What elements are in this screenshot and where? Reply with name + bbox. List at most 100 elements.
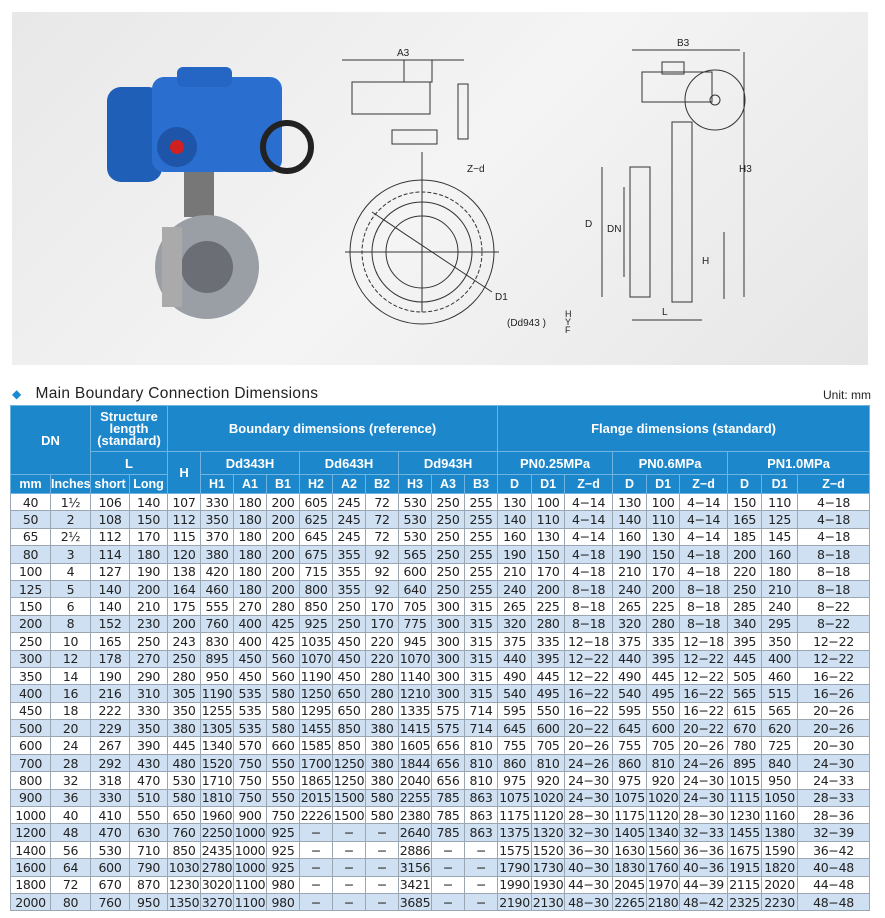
table-cell: 20−22: [679, 719, 729, 738]
table-cell: 1255: [200, 701, 235, 721]
table-cell: 170: [365, 597, 400, 616]
table-cell: 1335: [398, 701, 433, 721]
table-cell: 1810: [200, 788, 235, 808]
table-cell: 350: [10, 666, 51, 686]
table-cell: 750: [233, 753, 268, 773]
table-cell: 170: [128, 527, 169, 547]
table-cell: −: [464, 858, 499, 877]
table-cell: 64: [50, 858, 91, 877]
table-cell: 20: [50, 719, 91, 738]
table-cell: 12−18: [564, 632, 614, 651]
table-cell: 1070: [299, 649, 334, 668]
table-cell: 138: [167, 562, 202, 581]
table-cell: 125: [761, 510, 799, 529]
column-header: D: [727, 474, 763, 494]
column-header: H2: [299, 474, 334, 494]
table-cell: 850: [299, 597, 334, 616]
table-cell: 200: [266, 545, 301, 564]
column-header: Inches: [50, 474, 91, 494]
table-cell: 750: [233, 788, 268, 808]
table-cell: 863: [464, 823, 499, 842]
table-cell: 863: [464, 788, 499, 808]
table-cell: 20−26: [797, 719, 870, 738]
table-cell: 1865: [299, 771, 334, 790]
column-header: A3: [431, 474, 466, 494]
table-cell: 24: [50, 736, 91, 755]
table-cell: 400: [233, 614, 268, 634]
table-cell: 1380: [761, 823, 799, 842]
table-cell: 210: [761, 579, 799, 599]
table-cell: 310: [128, 684, 169, 703]
table-row: 1600 64 600 790 1030 2780 1000 925− − −3156− −1790…: [10, 858, 870, 877]
table-cell: 92: [365, 562, 400, 581]
table-cell: 178: [90, 649, 130, 668]
table-cell: 790: [128, 858, 169, 877]
table-cell: 725: [761, 736, 799, 755]
table-cell: 355: [332, 545, 367, 564]
column-header: B1: [266, 474, 301, 494]
table-row: 1000 40 410 550 650 1960 900 750 2226 1500 580 2380…: [10, 806, 870, 825]
table-cell: 670: [727, 719, 763, 738]
table-cell: 900: [233, 806, 268, 825]
table-cell: 530: [398, 510, 433, 529]
table-cell: 600: [646, 719, 681, 738]
table-cell: 265: [612, 597, 648, 616]
product-illustrations: A3 Z−d D1 (Dd943 ) H Y F B3 H3 D DN H L: [107, 38, 752, 335]
table-cell: 760: [200, 614, 235, 634]
table-cell: 330: [200, 492, 235, 512]
table-cell: 4−14: [564, 510, 614, 529]
table-cell: 36−30: [564, 840, 614, 860]
table-cell: 216: [90, 684, 130, 703]
table-cell: 250: [10, 632, 51, 651]
table-cell: 645: [299, 527, 334, 547]
table-cell: 1140: [398, 666, 433, 686]
table-cell: 470: [90, 823, 130, 842]
table-cell: 250: [431, 527, 466, 547]
table-cell: 4−14: [564, 492, 614, 512]
table-cell: 775: [398, 614, 433, 634]
table-cell: 860: [497, 753, 533, 773]
table-row: 500 20 229 350 380 1305 535 580 1455 850 380 1415 57…: [10, 719, 870, 738]
table-cell: 8−18: [797, 545, 870, 564]
table-cell: 1320: [531, 823, 566, 842]
table-cell: 2230: [761, 892, 799, 912]
table-cell: 850: [332, 719, 367, 738]
table-cell: 430: [128, 753, 169, 773]
table-cell: 700: [10, 753, 51, 773]
table-cell: 110: [646, 510, 681, 529]
table-cell: 292: [90, 753, 130, 773]
table-cell: 395: [531, 649, 566, 668]
table-cell: 1520: [531, 840, 566, 860]
table-cell: 1760: [646, 858, 681, 877]
side-drawing: [601, 49, 746, 321]
table-cell: 1375: [497, 823, 533, 842]
table-cell: 1295: [299, 701, 334, 721]
table-cell: 92: [365, 579, 400, 599]
table-cell: 3020: [200, 875, 235, 894]
table-row: 125 5 140 200 164 460 180 200 800 355 92 640 250 255 2…: [10, 579, 870, 599]
table-cell: 505: [727, 666, 763, 686]
table-cell: 16−22: [564, 701, 614, 721]
header-dd343h: Dd343H: [200, 451, 301, 475]
table-row: 250 10 165 250 243 830 400 425 1035 450 220 945 300 3…: [10, 632, 870, 651]
table-cell: 40−48: [797, 858, 870, 877]
table-cell: 315: [464, 632, 499, 651]
table-cell: 28−36: [797, 806, 870, 825]
table-cell: 106: [90, 492, 130, 512]
table-cell: 3685: [398, 892, 433, 912]
table-cell: 4−14: [564, 527, 614, 547]
table-cell: 24−26: [564, 753, 614, 773]
table-cell: 2180: [646, 892, 681, 912]
table-cell: 16: [50, 684, 91, 703]
table-cell: 220: [365, 632, 400, 651]
table-cell: −: [365, 823, 400, 842]
table-cell: 1190: [299, 666, 334, 686]
column-header: mm: [10, 474, 51, 494]
table-cell: 16−22: [679, 684, 729, 703]
table-cell: 222: [90, 701, 130, 721]
table-cell: 1455: [299, 719, 334, 738]
table-cell: 1700: [299, 753, 334, 773]
table-cell: 1820: [761, 858, 799, 877]
table-row: 600 24 267 390 445 1340 570 660 1585 850 380 1605 65…: [10, 736, 870, 755]
table-cell: 1190: [200, 684, 235, 703]
